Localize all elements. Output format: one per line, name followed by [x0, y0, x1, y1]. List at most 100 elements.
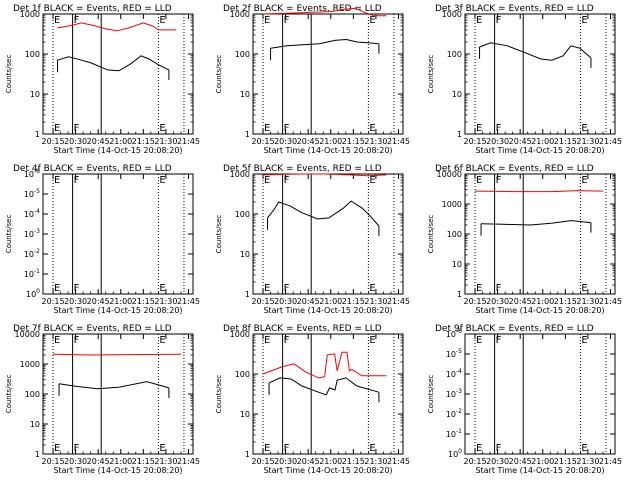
y-tick-label: 10-4 [446, 368, 462, 379]
y-axis-label: Counts/sec [427, 215, 435, 254]
x-tick-label: 21:00 [319, 457, 342, 466]
plot-frame [252, 173, 404, 295]
detector-panel-8: Det 8f BLACK = Events, RED = LLD 1 10 100 10… [215, 324, 410, 475]
y-tick-label: 1000 [20, 10, 40, 19]
plot-frame [252, 333, 404, 455]
panel-title: Det 8f BLACK = Events, RED = LLD [223, 324, 382, 334]
x-tick-label: 20:45 [509, 457, 532, 466]
x-axis-label: Start Time (14-Oct-15 20:08:20) [263, 306, 392, 315]
panel-title: Det 9f BLACK = Events, RED = LLD [435, 324, 594, 334]
events-series-line [59, 381, 170, 390]
y-tick-label: 1000 [20, 360, 40, 369]
y-tick-label: 1000 [230, 10, 250, 19]
time-marker-label-top: F [74, 15, 80, 26]
y-axis-label: Counts/sec [215, 55, 223, 94]
x-tick-label: 21:30 [576, 297, 599, 306]
x-tick-label: 21:30 [576, 457, 599, 466]
y-axis-label: Counts/sec [5, 55, 13, 94]
time-marker-label-bottom: E [54, 443, 60, 454]
x-tick-label: 21:00 [109, 457, 132, 466]
x-tick-label: 21:30 [364, 457, 387, 466]
x-tick-label: 21:15 [132, 137, 155, 146]
y-tick-label: 10-6 [446, 328, 462, 339]
y-axis-label: Counts/sec [215, 375, 223, 414]
y-tick-label: 10-2 [24, 248, 40, 259]
plot-frame [42, 173, 194, 295]
time-marker-label-bottom: E [476, 443, 482, 454]
time-marker-label-bottom: F [496, 283, 502, 294]
y-tick-label: 100 [235, 370, 250, 379]
x-tick-label: 21:45 [387, 137, 410, 146]
x-tick-label: 21:00 [531, 297, 554, 306]
x-tick-label: 20:15 [252, 297, 275, 306]
time-marker-label-top: F [284, 335, 290, 346]
x-tick-label: 20:45 [509, 297, 532, 306]
y-tick-label: 100 [25, 390, 40, 399]
time-marker-label-bottom: E [369, 283, 375, 294]
panel-title: Det 1f BLACK = Events, RED = LLD [13, 4, 172, 14]
x-tick-label: 21:00 [531, 457, 554, 466]
x-tick-label: 21:30 [364, 297, 387, 306]
time-marker-label-bottom: E [54, 123, 60, 134]
x-tick-label: 20:30 [274, 137, 297, 146]
time-marker-label-bottom: E [159, 443, 165, 454]
time-marker-label-bottom: E [581, 123, 587, 134]
y-tick-label: 1 [245, 450, 250, 459]
time-marker-label-top: E [264, 335, 270, 346]
time-marker-label-bottom: F [74, 443, 80, 454]
time-marker-label-top: E [476, 15, 482, 26]
time-marker-label-top: E [581, 175, 587, 186]
y-tick-label: 10-5 [446, 348, 462, 359]
y-tick-label: 10-3 [24, 228, 40, 239]
x-axis-label: Start Time (14-Oct-15 20:08:20) [53, 466, 182, 475]
time-marker-label-bottom: F [74, 283, 80, 294]
plot-frame [42, 13, 194, 135]
time-marker-label-bottom: F [284, 123, 290, 134]
events-series-line [479, 42, 592, 61]
time-marker-label-bottom: E [264, 123, 270, 134]
y-tick-label: 1000 [230, 330, 250, 339]
x-tick-label: 21:15 [554, 297, 577, 306]
x-axis-label: Start Time (14-Oct-15 20:08:20) [475, 306, 604, 315]
plot-frame [464, 333, 616, 455]
x-tick-label: 20:30 [486, 297, 509, 306]
time-marker-label-bottom: E [264, 283, 270, 294]
detector-panel-2: Det 2f BLACK = Events, RED = LLD 1 10 100 10… [215, 4, 410, 155]
x-tick-label: 21:15 [342, 297, 365, 306]
y-tick-label: 10-3 [446, 388, 462, 399]
y-tick-label: 10-1 [446, 428, 462, 439]
time-marker-label-bottom: E [369, 123, 375, 134]
x-tick-label: 21:45 [177, 297, 200, 306]
y-tick-label: 10 [240, 410, 250, 419]
y-axis-label: Counts/sec [5, 215, 13, 254]
y-axis-label: Counts/sec [427, 375, 435, 414]
x-tick-label: 21:15 [132, 297, 155, 306]
x-tick-label: 20:30 [274, 297, 297, 306]
time-marker-label-top: F [496, 15, 502, 26]
x-tick-label: 20:45 [87, 297, 110, 306]
x-tick-label: 21:15 [554, 137, 577, 146]
y-tick-label: 10 [452, 90, 462, 99]
x-axis-label: Start Time (14-Oct-15 20:08:20) [475, 466, 604, 475]
time-marker-label-top: F [74, 175, 80, 186]
y-tick-label: 10-4 [24, 208, 40, 219]
detector-panel-4: Det 4f BLACK = Events, RED = LLD 100 10-1 1… [5, 164, 200, 315]
x-tick-label: 21:30 [154, 297, 177, 306]
time-marker-label-bottom: F [284, 283, 290, 294]
x-tick-label: 21:30 [154, 457, 177, 466]
time-marker-label-top: F [74, 335, 80, 346]
y-tick-label: 100 [448, 448, 462, 459]
time-marker-label-bottom: E [581, 283, 587, 294]
x-tick-label: 20:30 [64, 137, 87, 146]
time-marker-label-bottom: E [159, 123, 165, 134]
x-tick-label: 21:15 [554, 457, 577, 466]
x-axis-label: Start Time (14-Oct-15 20:08:20) [53, 306, 182, 315]
panel-title: Det 3f BLACK = Events, RED = LLD [435, 4, 594, 14]
x-tick-label: 20:15 [464, 457, 487, 466]
lld-series-line [57, 22, 177, 32]
time-marker-label-top: E [369, 335, 375, 346]
time-marker-label-bottom: E [476, 283, 482, 294]
time-marker-label-top: E [264, 15, 270, 26]
x-tick-label: 20:30 [64, 457, 87, 466]
